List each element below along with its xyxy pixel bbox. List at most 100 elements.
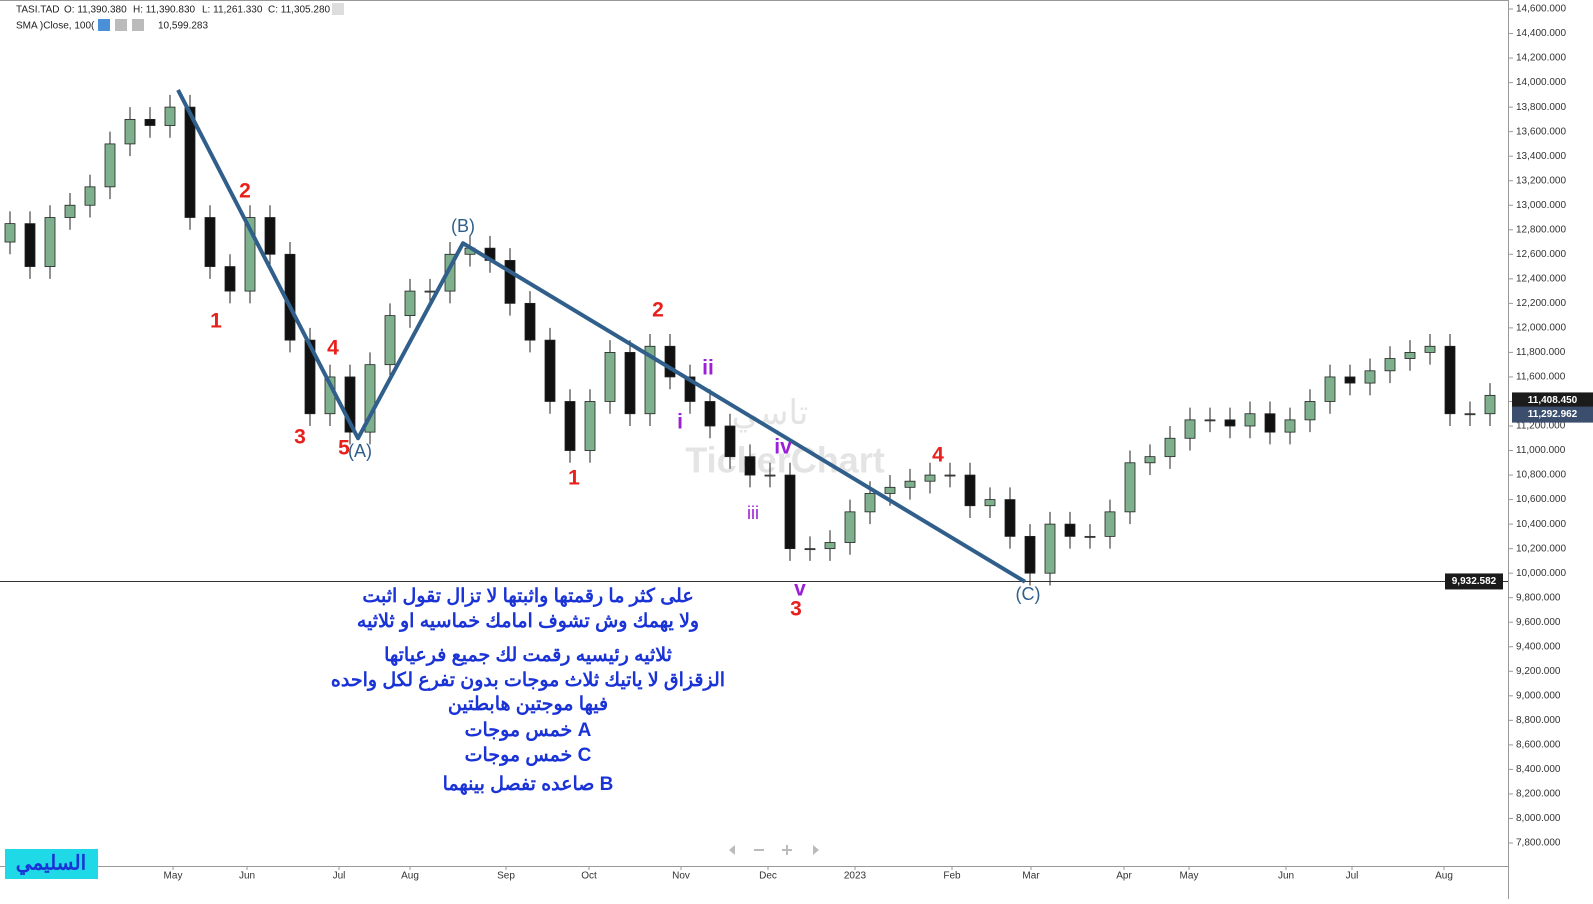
candle-body	[564, 401, 576, 451]
y-tick-label: 13,400.000	[1516, 151, 1566, 162]
candle-body	[744, 456, 756, 476]
candle-body	[664, 345, 676, 378]
candle-body	[504, 260, 516, 304]
zoom-in-v	[786, 845, 788, 855]
wave-label: ii	[702, 357, 714, 380]
candle-body	[144, 118, 156, 126]
candle-body	[1444, 345, 1456, 415]
zoom-out[interactable]	[754, 849, 764, 851]
note-line: ثلاثيه رئيسيه رقمت لك جميع فرعياتها	[384, 645, 672, 666]
candle-body	[1144, 456, 1156, 464]
candle-body	[1104, 511, 1116, 537]
candle-body	[884, 486, 896, 494]
y-tick-label: 10,800.000	[1516, 470, 1566, 481]
candle-body	[1304, 401, 1316, 421]
note-line: B صاعده تفصل بينهما	[443, 774, 614, 795]
candle-body	[1364, 370, 1376, 384]
candle-body	[864, 493, 876, 513]
candle-body	[644, 345, 656, 415]
x-tick-label: Feb	[943, 871, 961, 882]
indicator-remove[interactable]	[132, 19, 144, 31]
candle-body	[44, 217, 56, 267]
indicator-value: 10,599.283	[158, 21, 208, 32]
candle-body	[944, 474, 956, 477]
signature: السليمي	[16, 852, 86, 875]
wave-label: i	[677, 411, 683, 434]
y-tick-label: 10,400.000	[1516, 519, 1566, 530]
y-tick-label: 7,800.000	[1516, 838, 1561, 849]
candle-body	[1024, 535, 1036, 574]
indicator-settings[interactable]	[115, 19, 127, 31]
x-tick-label: Oct	[581, 871, 597, 882]
candle-body	[924, 474, 936, 482]
note-line: الزقزاق لا ياتيك ثلاث موجات بدون تفرع لك…	[331, 670, 725, 691]
y-tick-label: 11,200.000	[1516, 421, 1566, 432]
note-line: على كثر ما رقمتها واثبتها لا تزال تقول ا…	[362, 586, 693, 607]
x-tick-label: 2023	[844, 871, 867, 882]
x-tick-label: May	[1180, 871, 1199, 882]
y-tick-label: 10,200.000	[1516, 543, 1566, 554]
candle-body	[1084, 535, 1096, 538]
y-tick-label: 13,200.000	[1516, 175, 1566, 186]
candle-body	[704, 401, 716, 427]
wave-label: 3	[790, 598, 802, 621]
nav-right[interactable]	[813, 845, 819, 855]
candle-body	[424, 290, 436, 293]
y-tick-label: 14,600.000	[1516, 4, 1566, 15]
nav-left[interactable]	[729, 845, 735, 855]
y-tick-label: 12,800.000	[1516, 224, 1566, 235]
x-tick-label: Jul	[333, 871, 346, 882]
candle-body	[1164, 437, 1176, 458]
y-tick-label: 12,200.000	[1516, 298, 1566, 309]
y-tick-label: 9,800.000	[1516, 592, 1561, 603]
low: L: 11,261.330	[202, 5, 263, 16]
y-tick-label: 10,000.000	[1516, 568, 1566, 579]
wave-label: 2	[239, 180, 251, 203]
wave-label: 4	[932, 444, 944, 467]
y-tick-label: 9,400.000	[1516, 641, 1561, 652]
candle-body	[684, 376, 696, 402]
candle-body	[724, 425, 736, 458]
candle-body	[304, 339, 316, 415]
candle-body	[184, 106, 196, 218]
candle-body	[364, 364, 376, 433]
menu-button[interactable]	[332, 3, 344, 15]
y-tick-label: 14,000.000	[1516, 77, 1566, 88]
x-tick-label: Aug	[401, 871, 419, 882]
candle-body	[1204, 419, 1216, 422]
candle-body	[224, 266, 236, 292]
candle-body	[1464, 413, 1476, 416]
candle-body	[1384, 358, 1396, 372]
y-tick-label: 13,800.000	[1516, 102, 1566, 113]
open: O: 11,390.380	[64, 5, 127, 16]
candle-body	[84, 186, 96, 206]
y-tick-label: 8,000.000	[1516, 813, 1561, 824]
high: H: 11,390.830	[133, 5, 196, 16]
x-tick-label: Jul	[1346, 871, 1359, 882]
y-tick-label: 11,800.000	[1516, 347, 1566, 358]
candle-body	[104, 143, 116, 188]
wave-line	[176, 89, 1027, 584]
candle-body	[264, 217, 276, 255]
wave-label: 1	[568, 467, 580, 490]
indicator-eye[interactable]	[98, 19, 110, 31]
candle-body	[764, 474, 776, 477]
x-tick-label: Jun	[1278, 871, 1294, 882]
wave-label: iv	[774, 436, 792, 459]
x-tick-label: Aug	[1435, 871, 1453, 882]
candle-body	[1044, 523, 1056, 574]
symbol: TASI.TAD	[16, 5, 60, 16]
y-tick-label: 11,000.000	[1516, 445, 1566, 456]
price-badge	[1512, 406, 1593, 423]
candle-body	[1124, 462, 1136, 513]
watermark: TickerChart	[685, 440, 884, 481]
y-tick-label: 9,000.000	[1516, 690, 1561, 701]
x-tick-label: Apr	[1116, 871, 1132, 882]
signature-box	[5, 849, 98, 879]
y-tick-label: 8,400.000	[1516, 764, 1561, 775]
x-tick-label: Nov	[672, 871, 690, 882]
wave-label: (C)	[1016, 584, 1041, 604]
y-tick-label: 14,200.000	[1516, 53, 1566, 64]
price-badge-label: 11,292.962	[1528, 409, 1578, 420]
y-tick-label: 12,000.000	[1516, 323, 1566, 334]
